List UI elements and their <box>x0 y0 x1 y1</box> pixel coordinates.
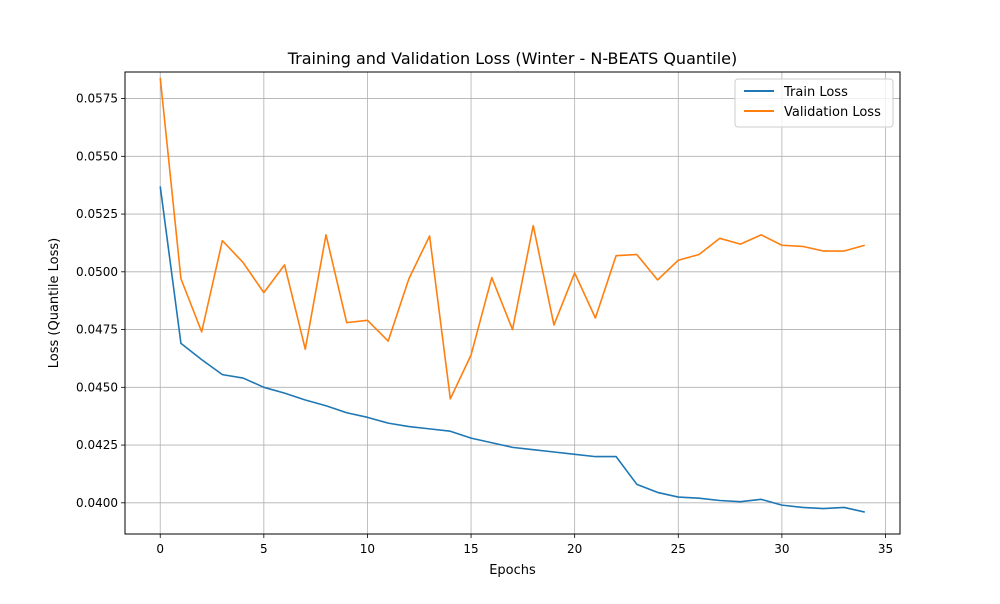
y-tick-label: 0.0425 <box>76 438 118 452</box>
series-lines <box>159 77 865 513</box>
series-line-train-loss <box>159 186 865 513</box>
legend: Train Loss Validation Loss <box>734 78 894 128</box>
y-tick-label: 0.0400 <box>76 496 118 510</box>
y-tick-label: 0.0450 <box>76 380 118 394</box>
y-tick-label: 0.0525 <box>76 207 118 221</box>
x-tick-label: 30 <box>774 542 789 556</box>
legend-box <box>734 78 894 128</box>
legend-label-validation-loss: Validation Loss <box>784 105 881 120</box>
x-tick-label: 25 <box>671 542 686 556</box>
x-axis-label: Epochs <box>489 563 536 578</box>
axis-ticks: 0 5 10 15 20 25 30 35 0.0400 0.0425 0.0450 0.0475 0.… <box>76 92 893 556</box>
x-tick-label: 10 <box>360 542 375 556</box>
y-tick-label: 0.0500 <box>76 265 118 279</box>
chart-title: Training and Validation Loss (Winter - N… <box>287 49 738 68</box>
x-tick-label: 20 <box>567 542 582 556</box>
y-tick-label: 0.0550 <box>76 149 118 163</box>
y-axis-label: Loss (Quantile Loss) <box>47 238 62 368</box>
x-tick-label: 35 <box>878 542 893 556</box>
x-tick-label: 5 <box>260 542 268 556</box>
plot-frame <box>124 71 901 535</box>
y-tick-label: 0.0575 <box>76 92 118 106</box>
x-tick-label: 0 <box>156 542 164 556</box>
x-tick-label: 15 <box>463 542 478 556</box>
series-line-validation-loss <box>159 77 865 400</box>
grid <box>125 72 900 534</box>
y-tick-label: 0.0475 <box>76 323 118 337</box>
legend-label-train-loss: Train Loss <box>783 85 848 100</box>
